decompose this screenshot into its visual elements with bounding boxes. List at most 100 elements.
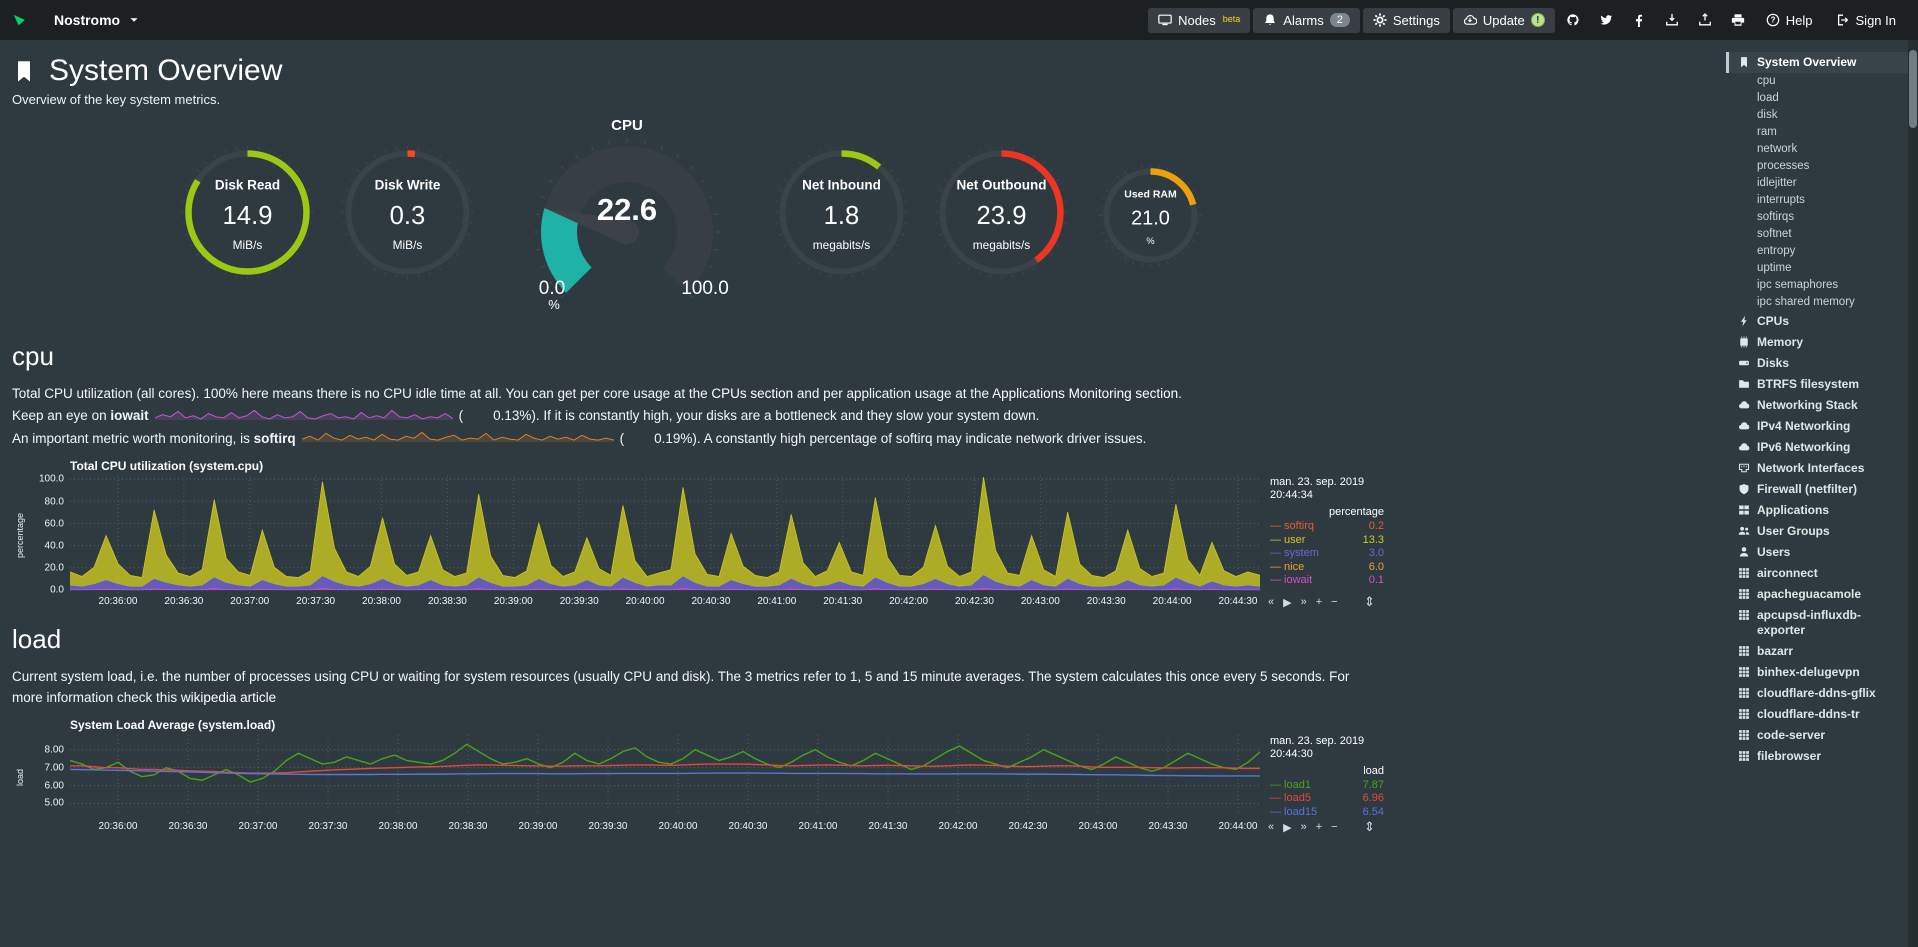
- play-button[interactable]: ▶: [1283, 822, 1292, 835]
- navbar-print-button[interactable]: [1723, 7, 1753, 33]
- legend-entry-load5[interactable]: — load5 6.96: [1270, 792, 1384, 805]
- gauge-net-inbound[interactable]: Net Inbound 1.8 megabits/s: [774, 145, 909, 285]
- svg-text:megabits/s: megabits/s: [813, 238, 870, 252]
- gauge-net-outbound[interactable]: Net Outbound 23.9 megabits/s: [934, 145, 1069, 285]
- sidebar-subitem-cpu[interactable]: cpu: [1757, 75, 1776, 87]
- gauge-disk-write[interactable]: Disk Write 0.3 MiB/s: [340, 145, 475, 285]
- load-section: load Current system load, i.e. the numbe…: [12, 624, 1392, 835]
- content-gap: [1392, 40, 1726, 947]
- sidebar-item-label: BTRFS filesystem: [1757, 377, 1860, 391]
- sidebar-subitem-idlejitter[interactable]: idlejitter: [1757, 177, 1797, 189]
- sidebar-item-cloudflare-ddns-gflix[interactable]: cloudflare-ddns-gflix: [1726, 683, 1908, 704]
- sidebar-subitem-softnet[interactable]: softnet: [1757, 228, 1792, 240]
- sidebar-subitem-uptime[interactable]: uptime: [1757, 262, 1792, 274]
- navbar-export-button[interactable]: [1690, 7, 1720, 33]
- sidebar-subitem-ipc-semaphores[interactable]: ipc semaphores: [1757, 279, 1839, 291]
- sidebar-item-filebrowser[interactable]: filebrowser: [1726, 746, 1908, 767]
- sidebar-item-firewall-netfilter-[interactable]: Firewall (netfilter): [1726, 479, 1908, 500]
- sidebar-item-cloudflare-ddns-tr[interactable]: cloudflare-ddns-tr: [1726, 704, 1908, 725]
- navbar-update-button[interactable]: Update!: [1452, 7, 1555, 33]
- gauge-used-ram[interactable]: Used RAM 21.0%: [1098, 163, 1203, 273]
- sidebar-subitem-load[interactable]: load: [1757, 92, 1779, 104]
- sidebar-subitem-softirqs[interactable]: softirqs: [1757, 211, 1795, 223]
- zoom-out-button[interactable]: −: [1331, 596, 1338, 609]
- gauge-cpu[interactable]: CPU 22.6 0.0 100.0%: [512, 117, 742, 315]
- pan-backward-button[interactable]: «: [1268, 596, 1275, 609]
- sidebar-item-apcupsd-influxdb-exporter[interactable]: apcupsd-influxdb-exporter: [1726, 605, 1908, 641]
- gauge-disk-read[interactable]: Disk Read 14.9 MiB/s: [180, 145, 315, 285]
- cpus-section-link[interactable]: CPUs section: [711, 386, 794, 401]
- pan-backward-button[interactable]: «: [1268, 821, 1275, 834]
- sidebar-subitem-ipc-shared-memory[interactable]: ipc shared memory: [1757, 296, 1855, 308]
- pan-forward-button[interactable]: »: [1300, 596, 1307, 609]
- sidebar-subitem-processes[interactable]: processes: [1757, 160, 1810, 172]
- sidebar-subitem-disk[interactable]: disk: [1757, 109, 1778, 121]
- nodes-icon: [1158, 13, 1172, 27]
- legend-entry-load1[interactable]: — load1 7.87: [1270, 778, 1384, 791]
- node-selector-button[interactable]: Nostromo: [48, 11, 147, 29]
- navbar-github-button[interactable]: [1558, 7, 1588, 33]
- sidebar-item-ipv4-networking[interactable]: IPv4 Networking: [1726, 416, 1908, 437]
- sidebar-item-system-overview[interactable]: System Overview: [1726, 52, 1908, 73]
- chart-resize-handle[interactable]: ⇕: [1364, 594, 1375, 610]
- chart-load-plot[interactable]: [70, 734, 1260, 813]
- svg-text:?: ?: [1770, 16, 1775, 25]
- sidebar-item-users[interactable]: Users: [1726, 542, 1908, 563]
- navbar-twitter-button[interactable]: [1591, 7, 1621, 33]
- zoom-out-button[interactable]: −: [1331, 821, 1338, 834]
- legend-entry-user[interactable]: — user 13.3: [1270, 533, 1384, 546]
- pan-forward-button[interactable]: »: [1300, 821, 1307, 834]
- sidebar-item-ipv6-networking[interactable]: IPv6 Networking: [1726, 437, 1908, 458]
- wikipedia-article-link[interactable]: wikipedia article: [180, 689, 277, 705]
- sidebar-item-btrfs-filesystem[interactable]: BTRFS filesystem: [1726, 374, 1908, 395]
- legend-entry-nice[interactable]: — nice 6.0: [1270, 560, 1384, 573]
- sidebar-item-user-groups[interactable]: User Groups: [1726, 521, 1908, 542]
- navbar-help-button[interactable]: ? Help: [1756, 8, 1823, 33]
- sidebar-item-code-server[interactable]: code-server: [1726, 725, 1908, 746]
- sidebar-item-networking-stack[interactable]: Networking Stack: [1726, 395, 1908, 416]
- svg-text:Disk Write: Disk Write: [375, 178, 441, 193]
- sidebar-subitem-network[interactable]: network: [1757, 143, 1798, 155]
- softirq-sparkline-chart[interactable]: [301, 429, 614, 449]
- chart-resize-handle[interactable]: ⇕: [1364, 819, 1375, 835]
- system-load-chart[interactable]: System Load Average (system.load) load 8.0…: [12, 718, 1384, 836]
- play-button[interactable]: ▶: [1283, 597, 1292, 610]
- zoom-in-button[interactable]: +: [1315, 821, 1323, 834]
- cpu-section-heading: cpu: [12, 341, 54, 371]
- sidebar-item-label: airconnect: [1757, 566, 1818, 580]
- sidebar-item-apacheguacamole[interactable]: apacheguacamole: [1726, 584, 1908, 605]
- navbar-import-button[interactable]: [1657, 7, 1687, 33]
- grid-icon: [1738, 608, 1750, 621]
- legend-entry-load15[interactable]: — load15 6.54: [1270, 805, 1384, 818]
- applications-monitoring-link[interactable]: Applications Monitoring section: [992, 386, 1179, 401]
- twitter-icon: [1599, 13, 1613, 27]
- sidebar-subitem-entropy[interactable]: entropy: [1757, 245, 1796, 257]
- legend-entry-softirq[interactable]: — softirq 0.2: [1270, 520, 1384, 533]
- sidebar-item-memory[interactable]: Memory: [1726, 332, 1908, 353]
- iowait-sparkline-chart[interactable]: [154, 407, 453, 427]
- navbar-nodes-button[interactable]: Nodes beta: [1148, 7, 1251, 33]
- chart-cpu-plot[interactable]: [70, 476, 1260, 595]
- navbar-facebook-button[interactable]: [1624, 7, 1654, 33]
- navbar-alarms-button[interactable]: Alarms 2: [1253, 7, 1360, 33]
- legend-entry-iowait[interactable]: — iowait 0.1: [1270, 574, 1384, 587]
- sidebar-subitem-ram[interactable]: ram: [1757, 126, 1777, 138]
- sidebar-item-binhex-delugevpn[interactable]: binhex-delugevpn: [1726, 662, 1908, 683]
- page-subtitle: Overview of the key system metrics.: [12, 92, 221, 107]
- sidebar-scrollbar[interactable]: [1908, 40, 1918, 947]
- legend-entry-system[interactable]: — system 3.0: [1270, 547, 1384, 560]
- cpu-utilization-chart[interactable]: Total CPU utilization (system.cpu) percen…: [12, 459, 1384, 610]
- scrollbar-thumb[interactable]: [1909, 50, 1917, 128]
- sidebar-item-disks[interactable]: Disks: [1726, 353, 1908, 374]
- navbar-settings-button[interactable]: Settings: [1362, 7, 1450, 33]
- y-tick-label: 20.0: [44, 562, 64, 574]
- sidebar-item-airconnect[interactable]: airconnect: [1726, 563, 1908, 584]
- sidebar-item-cpus[interactable]: CPUs: [1726, 311, 1908, 332]
- sidebar-item-network-interfaces[interactable]: Network Interfaces: [1726, 458, 1908, 479]
- sidebar-item-label: cloudflare-ddns-tr: [1757, 707, 1860, 721]
- zoom-in-button[interactable]: +: [1315, 596, 1323, 609]
- navbar-signin-button[interactable]: Sign In: [1826, 8, 1906, 33]
- sidebar-item-applications[interactable]: Applications: [1726, 500, 1908, 521]
- sidebar-item-bazarr[interactable]: bazarr: [1726, 641, 1908, 662]
- sidebar-subitem-interrupts[interactable]: interrupts: [1757, 194, 1805, 206]
